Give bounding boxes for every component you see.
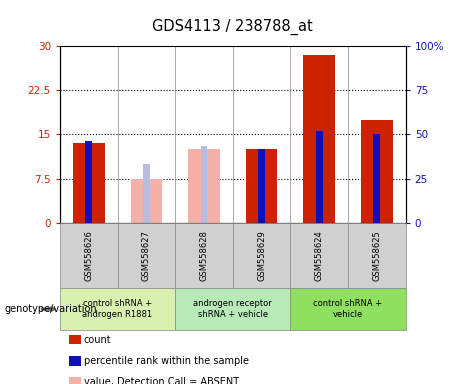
Bar — [316, 131, 323, 223]
Text: control shRNA +
vehicle: control shRNA + vehicle — [313, 300, 383, 319]
Bar — [143, 164, 150, 223]
Bar — [118, 223, 175, 288]
Bar — [60, 288, 175, 330]
Bar — [175, 288, 290, 330]
Bar — [290, 288, 406, 330]
Text: percentile rank within the sample: percentile rank within the sample — [84, 356, 249, 366]
Bar — [85, 141, 92, 223]
Bar — [201, 146, 207, 223]
Text: androgen receptor
shRNA + vehicle: androgen receptor shRNA + vehicle — [194, 300, 272, 319]
Bar — [348, 223, 406, 288]
Bar — [188, 149, 220, 223]
Text: genotype/variation: genotype/variation — [5, 304, 97, 314]
Bar — [373, 134, 380, 223]
Text: GSM558626: GSM558626 — [84, 230, 93, 281]
Bar — [175, 223, 233, 288]
Bar — [60, 223, 118, 288]
Text: GDS4113 / 238788_at: GDS4113 / 238788_at — [153, 19, 313, 35]
Bar — [130, 179, 162, 223]
Text: GSM558625: GSM558625 — [372, 230, 381, 281]
Text: count: count — [84, 335, 112, 345]
Bar — [73, 143, 105, 223]
Text: GSM558624: GSM558624 — [315, 230, 324, 281]
Bar — [361, 120, 393, 223]
Text: GSM558627: GSM558627 — [142, 230, 151, 281]
Bar — [290, 223, 348, 288]
Text: GSM558629: GSM558629 — [257, 230, 266, 281]
Bar — [233, 223, 290, 288]
Text: value, Detection Call = ABSENT: value, Detection Call = ABSENT — [84, 377, 239, 384]
Bar — [303, 55, 335, 223]
Bar — [246, 149, 278, 223]
Bar — [258, 149, 265, 223]
Text: GSM558628: GSM558628 — [200, 230, 208, 281]
Text: control shRNA +
androgen R1881: control shRNA + androgen R1881 — [83, 300, 153, 319]
